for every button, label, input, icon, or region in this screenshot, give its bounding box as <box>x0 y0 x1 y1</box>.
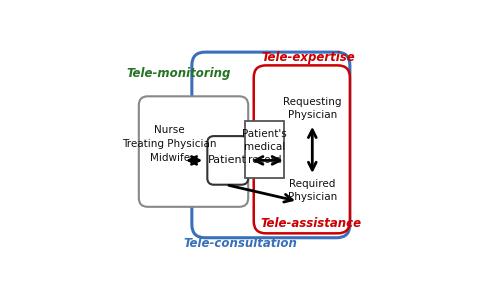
FancyBboxPatch shape <box>139 96 248 207</box>
FancyBboxPatch shape <box>192 52 350 238</box>
Text: Requesting
Physician: Requesting Physician <box>283 97 342 120</box>
Text: Nurse
Treating Physician
Midwife: Nurse Treating Physician Midwife <box>122 125 217 163</box>
Text: Tele-consultation: Tele-consultation <box>183 237 298 250</box>
Text: Required
Physician: Required Physician <box>288 179 337 202</box>
FancyBboxPatch shape <box>254 65 350 233</box>
Text: Patient: Patient <box>208 155 247 165</box>
Text: Tele-expertise: Tele-expertise <box>261 51 355 64</box>
FancyBboxPatch shape <box>207 136 248 185</box>
Text: Tele-monitoring: Tele-monitoring <box>126 67 231 79</box>
Bar <box>245 121 284 178</box>
Text: Patient's
medical
record: Patient's medical record <box>242 129 287 165</box>
Text: Tele-assistance: Tele-assistance <box>261 217 362 230</box>
